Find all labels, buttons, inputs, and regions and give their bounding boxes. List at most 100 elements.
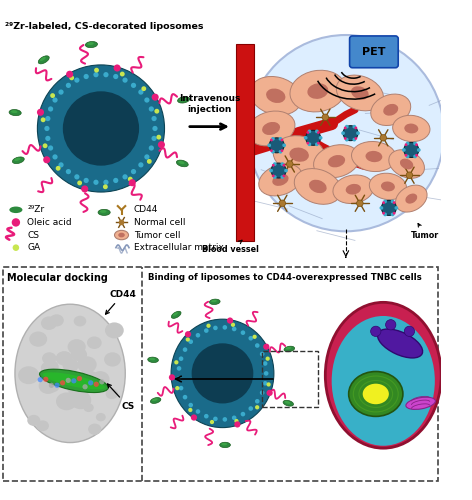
Ellipse shape xyxy=(43,372,105,390)
Ellipse shape xyxy=(85,42,98,48)
Ellipse shape xyxy=(38,56,49,64)
Circle shape xyxy=(315,142,319,146)
Circle shape xyxy=(379,206,383,210)
Circle shape xyxy=(138,90,143,94)
Circle shape xyxy=(234,422,241,428)
Circle shape xyxy=(284,168,288,172)
Circle shape xyxy=(278,150,282,154)
Text: PET: PET xyxy=(362,47,386,57)
Circle shape xyxy=(273,162,277,166)
Circle shape xyxy=(248,406,253,411)
Circle shape xyxy=(210,420,214,424)
Ellipse shape xyxy=(396,185,427,212)
Circle shape xyxy=(188,403,193,407)
Circle shape xyxy=(222,325,227,330)
Circle shape xyxy=(81,186,88,192)
Circle shape xyxy=(227,318,233,324)
Ellipse shape xyxy=(106,388,118,399)
Circle shape xyxy=(263,361,268,366)
Circle shape xyxy=(271,163,286,178)
Ellipse shape xyxy=(371,94,411,126)
Text: Intravenous
injection: Intravenous injection xyxy=(179,94,240,114)
Circle shape xyxy=(50,93,55,98)
Circle shape xyxy=(114,64,121,71)
Circle shape xyxy=(43,156,51,164)
Text: Tumor cell: Tumor cell xyxy=(134,230,180,239)
Circle shape xyxy=(60,380,65,386)
Circle shape xyxy=(267,390,273,396)
Ellipse shape xyxy=(210,299,220,304)
Ellipse shape xyxy=(307,84,328,99)
Ellipse shape xyxy=(400,158,413,170)
FancyBboxPatch shape xyxy=(350,36,398,68)
Circle shape xyxy=(255,343,260,348)
Circle shape xyxy=(255,405,259,409)
Ellipse shape xyxy=(68,384,88,400)
Ellipse shape xyxy=(63,358,79,372)
Circle shape xyxy=(119,220,124,225)
Ellipse shape xyxy=(192,344,253,404)
Ellipse shape xyxy=(11,110,17,113)
Ellipse shape xyxy=(148,357,159,362)
Circle shape xyxy=(272,164,275,166)
Circle shape xyxy=(415,154,418,156)
Ellipse shape xyxy=(250,76,302,115)
Circle shape xyxy=(267,144,271,147)
Circle shape xyxy=(404,142,419,158)
Circle shape xyxy=(248,336,253,340)
Circle shape xyxy=(93,180,99,185)
Circle shape xyxy=(356,132,360,135)
Ellipse shape xyxy=(349,372,403,416)
Circle shape xyxy=(144,98,150,102)
Ellipse shape xyxy=(87,42,94,45)
Ellipse shape xyxy=(378,329,422,358)
Ellipse shape xyxy=(18,366,39,384)
Circle shape xyxy=(154,109,159,114)
Ellipse shape xyxy=(66,378,84,394)
Circle shape xyxy=(196,333,200,338)
Ellipse shape xyxy=(87,336,101,349)
Circle shape xyxy=(344,137,346,140)
Circle shape xyxy=(341,132,345,135)
Circle shape xyxy=(406,154,409,158)
Circle shape xyxy=(44,126,50,131)
Circle shape xyxy=(386,320,396,330)
Circle shape xyxy=(84,178,89,183)
Circle shape xyxy=(149,106,154,112)
Circle shape xyxy=(183,348,187,352)
Circle shape xyxy=(152,136,157,141)
Ellipse shape xyxy=(173,312,178,316)
Circle shape xyxy=(138,162,143,168)
Circle shape xyxy=(253,334,257,339)
Circle shape xyxy=(391,200,395,203)
Ellipse shape xyxy=(266,88,286,103)
Circle shape xyxy=(287,160,293,168)
Ellipse shape xyxy=(393,116,430,141)
Ellipse shape xyxy=(309,180,327,193)
Circle shape xyxy=(405,154,407,156)
Circle shape xyxy=(222,417,227,422)
Circle shape xyxy=(232,326,236,332)
Ellipse shape xyxy=(332,316,435,446)
Circle shape xyxy=(266,356,270,361)
Circle shape xyxy=(45,136,51,141)
Ellipse shape xyxy=(43,360,59,374)
Ellipse shape xyxy=(151,398,161,404)
Circle shape xyxy=(156,134,161,140)
Circle shape xyxy=(282,174,285,177)
Circle shape xyxy=(273,175,277,179)
Circle shape xyxy=(113,74,118,79)
Circle shape xyxy=(66,82,71,88)
Ellipse shape xyxy=(41,362,56,374)
Circle shape xyxy=(38,377,43,382)
Circle shape xyxy=(279,200,286,206)
Circle shape xyxy=(304,136,308,140)
Ellipse shape xyxy=(283,400,294,406)
Ellipse shape xyxy=(381,182,395,192)
Ellipse shape xyxy=(15,304,125,442)
Ellipse shape xyxy=(56,351,73,366)
Circle shape xyxy=(12,218,20,226)
Ellipse shape xyxy=(100,210,107,213)
Circle shape xyxy=(383,212,387,216)
Ellipse shape xyxy=(118,232,125,237)
